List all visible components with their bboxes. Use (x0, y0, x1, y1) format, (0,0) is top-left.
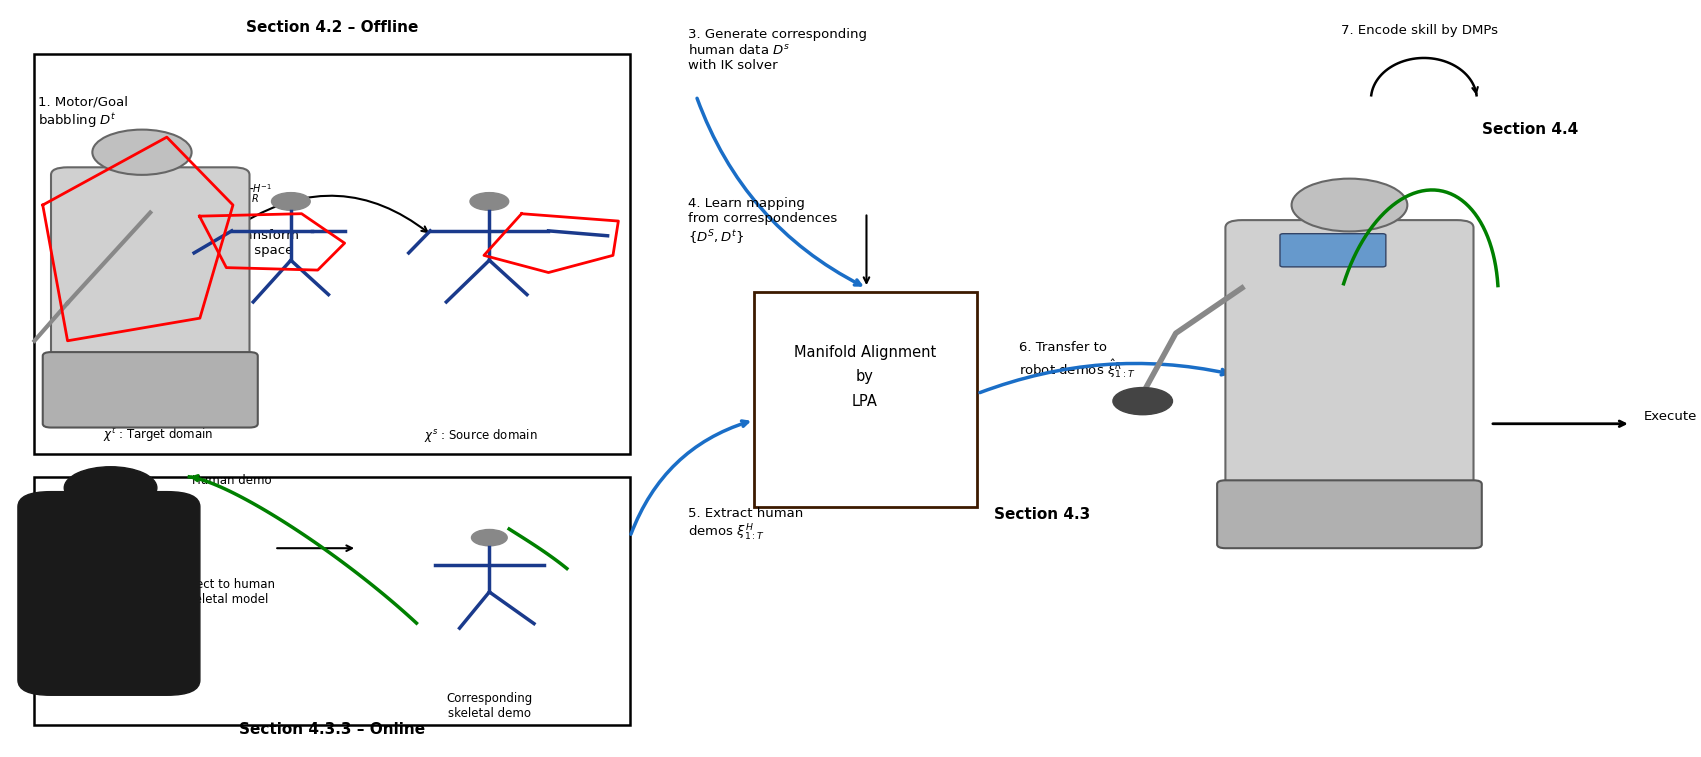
Text: $\chi^s$ : Source domain: $\chi^s$ : Source domain (424, 427, 538, 444)
Text: 4. Learn mapping
from correspondences
$\{D^S, D^t\}$: 4. Learn mapping from correspondences $\… (687, 198, 837, 247)
Text: Project to human
skeletal model: Project to human skeletal model (174, 578, 276, 606)
FancyBboxPatch shape (19, 491, 201, 695)
Text: Manifold Alignment
by
LPA: Manifold Alignment by LPA (794, 344, 936, 409)
Text: $\chi^t$ : Target domain: $\chi^t$ : Target domain (104, 425, 214, 444)
Text: Corresponding
skeletal demo: Corresponding skeletal demo (446, 691, 532, 719)
Circle shape (469, 192, 509, 210)
Circle shape (65, 467, 156, 509)
Circle shape (471, 529, 507, 546)
Polygon shape (26, 529, 60, 605)
Text: 7. Encode skill by DMPs: 7. Encode skill by DMPs (1340, 24, 1499, 37)
Text: Execute: Execute (1643, 410, 1698, 422)
Circle shape (272, 192, 310, 210)
Text: 3. Generate corresponding
human data $D^s$
with IK solver: 3. Generate corresponding human data $D^… (687, 28, 868, 72)
FancyBboxPatch shape (754, 291, 978, 506)
Polygon shape (61, 620, 100, 681)
Text: Section 4.2 – Offline: Section 4.2 – Offline (247, 20, 418, 36)
FancyBboxPatch shape (1225, 220, 1473, 499)
Text: 6. Transfer to
robot demos $\hat{\xi}_{1:T}^R$: 6. Transfer to robot demos $\hat{\xi}_{1… (1019, 341, 1135, 380)
FancyBboxPatch shape (34, 477, 629, 725)
Circle shape (92, 129, 192, 175)
Text: Human demo: Human demo (192, 474, 270, 487)
FancyBboxPatch shape (1218, 481, 1482, 548)
Polygon shape (100, 620, 150, 681)
Text: 2. Transform
task space: 2. Transform task space (216, 229, 299, 257)
Circle shape (1112, 388, 1172, 415)
Text: 1. Motor/Goal
babbling $D^t$: 1. Motor/Goal babbling $D^t$ (37, 95, 128, 130)
FancyBboxPatch shape (34, 55, 629, 454)
Text: $T_R^{H^{-1}}$: $T_R^{H^{-1}}$ (243, 182, 272, 205)
Text: Section 4.3.3 – Online: Section 4.3.3 – Online (240, 721, 425, 737)
Text: Section 4.3: Section 4.3 (993, 506, 1090, 522)
FancyBboxPatch shape (1279, 234, 1386, 267)
Circle shape (1291, 179, 1407, 232)
Text: Section 4.4: Section 4.4 (1482, 122, 1579, 137)
Text: 5. Extract human
demos $\xi_{1:T}^H$: 5. Extract human demos $\xi_{1:T}^H$ (687, 506, 803, 543)
FancyBboxPatch shape (51, 167, 250, 371)
FancyBboxPatch shape (43, 352, 259, 428)
